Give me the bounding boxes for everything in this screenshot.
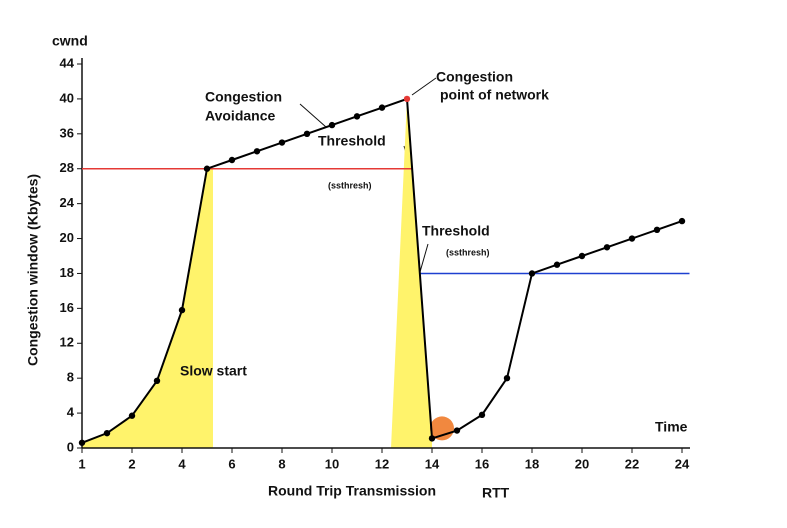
annotation: (ssthresh) <box>328 180 372 190</box>
point <box>328 121 336 129</box>
x-tick-label: 6 <box>228 456 235 471</box>
point <box>653 226 661 234</box>
annotation: (ssthresh) <box>446 247 490 257</box>
point <box>578 252 586 260</box>
point <box>78 439 86 446</box>
x-tick-label: 16 <box>475 456 489 471</box>
y-tick-label: 0 <box>67 439 74 454</box>
point <box>228 156 236 164</box>
y-tick-label: 24 <box>60 195 75 210</box>
x-unit: RTT <box>482 485 510 501</box>
x-tick-label: 1 <box>78 456 85 471</box>
point <box>553 261 561 268</box>
point <box>428 435 436 442</box>
x-tick-label: 22 <box>625 456 639 471</box>
y-tick-label: 40 <box>60 90 74 105</box>
point <box>678 217 686 225</box>
arrow <box>419 243 429 273</box>
x-tick-label: 24 <box>675 456 690 471</box>
point <box>628 235 636 242</box>
y-tick-label: 20 <box>60 230 74 245</box>
annotation: Threshold <box>318 133 386 149</box>
x-tick-label: 4 <box>178 456 186 471</box>
x-tick-label: 12 <box>375 456 389 471</box>
point <box>203 165 211 172</box>
y-tick-label: 8 <box>67 370 74 385</box>
x-tick-label: 20 <box>575 456 589 471</box>
x-tick-label: 10 <box>325 456 339 471</box>
point <box>453 427 461 434</box>
x-tick-label: 14 <box>425 456 440 471</box>
annotation: Congestion <box>436 69 513 85</box>
arrow <box>299 103 327 128</box>
y-tick-label: 44 <box>60 55 75 70</box>
x-end-label: Time <box>655 419 688 435</box>
point <box>303 130 311 138</box>
drop-area <box>391 98 432 448</box>
y-tick-label: 36 <box>60 125 74 140</box>
arrow <box>411 77 437 96</box>
point <box>103 429 111 437</box>
point <box>253 148 261 155</box>
point <box>153 377 161 384</box>
point <box>528 270 536 277</box>
x-tick-label: 2 <box>128 456 135 471</box>
x-axis-label: Round Trip Transmission <box>268 483 436 499</box>
y-tick-label: 16 <box>60 300 74 315</box>
point <box>353 113 361 120</box>
point <box>478 411 486 419</box>
point <box>503 374 511 382</box>
annotation: Slow start <box>180 363 247 379</box>
slow-start-area <box>82 168 213 448</box>
x-tick-label: 18 <box>525 456 539 471</box>
y-tick-label: 18 <box>60 265 74 280</box>
y-tick-label: 28 <box>60 160 74 175</box>
y-tick-label: 12 <box>60 335 74 350</box>
point <box>378 104 386 111</box>
y-unit: cwnd <box>52 33 88 49</box>
point <box>603 244 611 251</box>
point <box>128 412 136 419</box>
annotation: Threshold <box>422 223 490 239</box>
annotation: Congestion <box>205 89 282 105</box>
point <box>403 95 411 103</box>
y-tick-label: 4 <box>67 405 75 420</box>
y-axis-label: Congestion window (Kbytes) <box>25 174 41 366</box>
annotation: Avoidance <box>205 108 275 124</box>
point <box>278 139 286 146</box>
x-tick-label: 8 <box>278 456 285 471</box>
annotation: point of network <box>440 87 549 103</box>
point <box>178 306 186 314</box>
